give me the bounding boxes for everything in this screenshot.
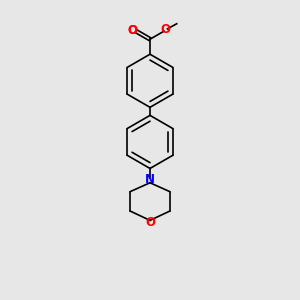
- Text: O: O: [128, 23, 137, 37]
- Text: O: O: [128, 23, 137, 37]
- Text: O: O: [161, 23, 171, 36]
- Text: O: O: [145, 216, 155, 229]
- Text: N: N: [145, 173, 155, 187]
